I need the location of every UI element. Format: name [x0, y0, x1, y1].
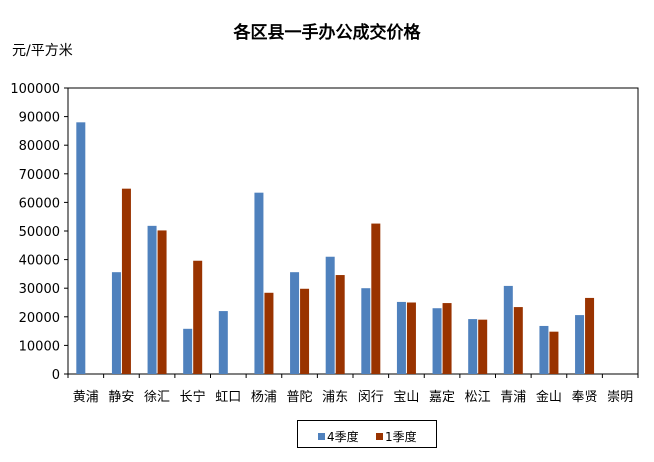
y-axis: 0 10000 20000 30000 40000 50000 60000 70000 8000… — [10, 82, 68, 383]
bar-q4 — [432, 308, 442, 374]
y-tick-label: 20000 — [19, 311, 60, 326]
chart-title: 各区县一手办公成交价格 — [233, 23, 421, 43]
bar-q4 — [290, 272, 300, 374]
y-axis-unit-label: 元/平方米 — [12, 43, 73, 59]
bar-q4 — [76, 122, 86, 374]
bar-q4 — [468, 319, 478, 374]
x-tick-label: 金山 — [536, 389, 562, 405]
x-tick-label: 黄浦 — [73, 390, 99, 405]
bar-q1 — [157, 230, 167, 374]
bar-q1 — [121, 188, 131, 374]
x-tick-label: 奉贤 — [572, 390, 598, 405]
bar-q4 — [325, 256, 335, 374]
x-tick-label: 崇明 — [607, 390, 633, 405]
bar-q4 — [539, 325, 549, 374]
bar-q4 — [218, 311, 228, 374]
x-tick-label: 青浦 — [500, 390, 526, 405]
bar-q1 — [549, 331, 559, 374]
legend-label-q1: 1季度 — [385, 430, 417, 444]
x-tick-label: 浦东 — [322, 390, 348, 405]
bar-q4 — [254, 192, 264, 374]
bar-q4 — [183, 328, 193, 374]
y-tick-label: 10000 — [19, 339, 60, 354]
bar-q4 — [111, 272, 121, 374]
y-tick-label: 50000 — [19, 225, 60, 240]
bar-q1 — [513, 307, 523, 374]
bar-q1 — [371, 223, 381, 374]
legend: 4季度 1季度 — [297, 420, 437, 448]
x-tick-label: 长宁 — [180, 389, 206, 405]
bar-q1 — [264, 292, 274, 374]
x-tick-label: 徐汇 — [144, 390, 170, 405]
y-tick-label: 40000 — [19, 254, 60, 269]
y-tick-label: 70000 — [19, 168, 60, 183]
y-tick-label: 100000 — [10, 82, 60, 97]
y-tick-label: 30000 — [19, 282, 60, 297]
bars — [76, 122, 595, 374]
x-tick-label: 宝山 — [393, 390, 419, 405]
legend-label-q4: 4季度 — [327, 430, 359, 444]
x-tick-label: 闵行 — [358, 390, 384, 405]
bar-q4 — [396, 301, 406, 374]
x-tick-label: 虹口 — [215, 390, 241, 405]
bar-q1 — [335, 275, 345, 374]
legend-item-q4: 4季度 — [318, 428, 359, 445]
bar-q4 — [147, 225, 157, 374]
bar-q1 — [585, 297, 595, 374]
y-tick-label: 90000 — [19, 111, 60, 126]
x-tick-label: 杨浦 — [251, 390, 277, 405]
x-tick-label: 松江 — [465, 390, 491, 405]
x-axis: 黄浦 静安 徐汇 长宁 虹口 杨浦 普陀 浦东 闵行 宝山 嘉定 松江 青浦 金山 奉贤 崇明 — [67, 374, 639, 405]
bar-q1 — [442, 303, 452, 374]
bar-q1 — [406, 302, 416, 374]
legend-swatch-q1 — [376, 433, 383, 440]
x-tick-label: 普陀 — [287, 389, 313, 405]
y-tick-label: 0 — [52, 368, 60, 383]
bar-q4 — [361, 288, 371, 374]
bar-q4 — [575, 315, 585, 374]
bar-q1 — [478, 319, 488, 374]
y-tick-label: 80000 — [19, 139, 60, 154]
legend-swatch-q4 — [318, 433, 325, 440]
bar-q4 — [503, 285, 513, 374]
bar-q1 — [300, 288, 310, 374]
x-tick-label: 嘉定 — [429, 390, 455, 405]
legend-item-q1: 1季度 — [376, 428, 417, 445]
x-tick-label: 静安 — [108, 390, 134, 405]
y-tick-label: 60000 — [19, 196, 60, 211]
bar-q1 — [193, 260, 203, 374]
